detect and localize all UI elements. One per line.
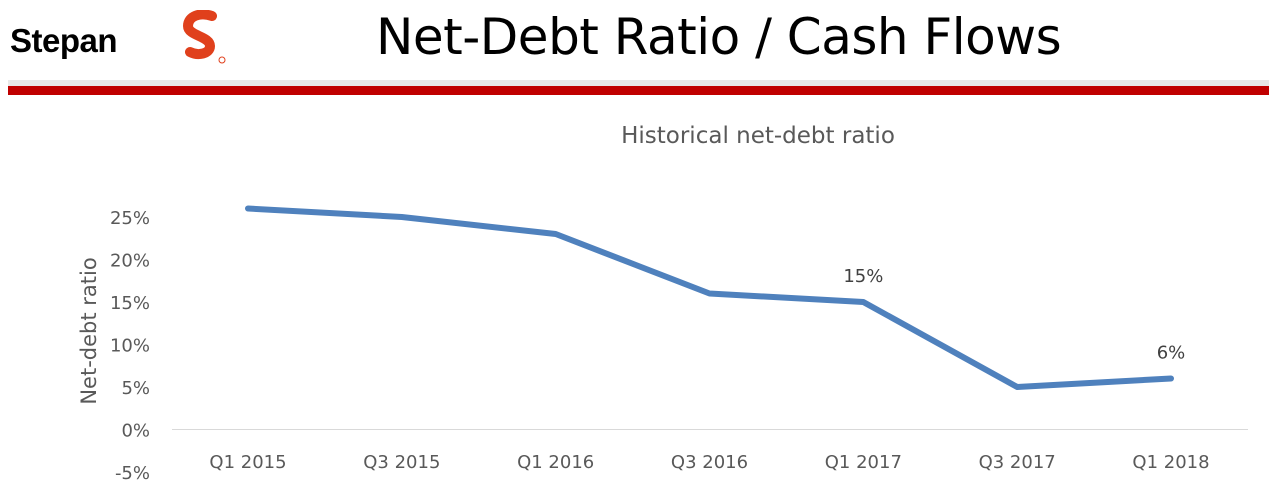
y-axis-ticks: -5% 0% 5% 10% 15% 20% 25% bbox=[110, 208, 150, 484]
data-labels: 15% 6% bbox=[843, 266, 1185, 364]
y-tick-label: 20% bbox=[110, 251, 150, 272]
y-tick-label: -5% bbox=[115, 463, 150, 484]
stepan-logo: Stepan bbox=[8, 10, 238, 70]
page-title: Net-Debt Ratio / Cash Flows bbox=[376, 8, 1062, 66]
x-tick-label: Q3 2016 bbox=[671, 452, 748, 473]
x-tick-label: Q1 2017 bbox=[825, 452, 902, 473]
y-axis-label: Net-debt ratio bbox=[77, 257, 101, 404]
y-tick-label: 5% bbox=[121, 378, 150, 399]
x-tick-label: Q3 2017 bbox=[979, 452, 1056, 473]
y-tick-label: 25% bbox=[110, 208, 150, 229]
y-tick-label: 10% bbox=[110, 336, 150, 357]
y-tick-label: 0% bbox=[121, 421, 150, 442]
x-tick-label: Q3 2015 bbox=[363, 452, 440, 473]
x-tick-label: Q1 2015 bbox=[209, 452, 286, 473]
x-axis-ticks: Q1 2015 Q3 2015 Q1 2016 Q3 2016 Q1 2017 Q3 20… bbox=[209, 452, 1209, 473]
data-label: 6% bbox=[1157, 343, 1186, 364]
title-divider bbox=[8, 86, 1269, 95]
data-label: 15% bbox=[843, 266, 883, 287]
x-tick-label: Q1 2016 bbox=[517, 452, 594, 473]
x-tick-label: Q1 2018 bbox=[1132, 452, 1209, 473]
chart-title: Historical net-debt ratio bbox=[621, 123, 895, 149]
logo-wordmark: Stepan bbox=[10, 22, 118, 59]
y-tick-label: 15% bbox=[110, 293, 150, 314]
title-divider-shadow bbox=[8, 80, 1269, 86]
series-line bbox=[245, 205, 1174, 390]
stepan-s-logo-icon bbox=[182, 10, 226, 64]
